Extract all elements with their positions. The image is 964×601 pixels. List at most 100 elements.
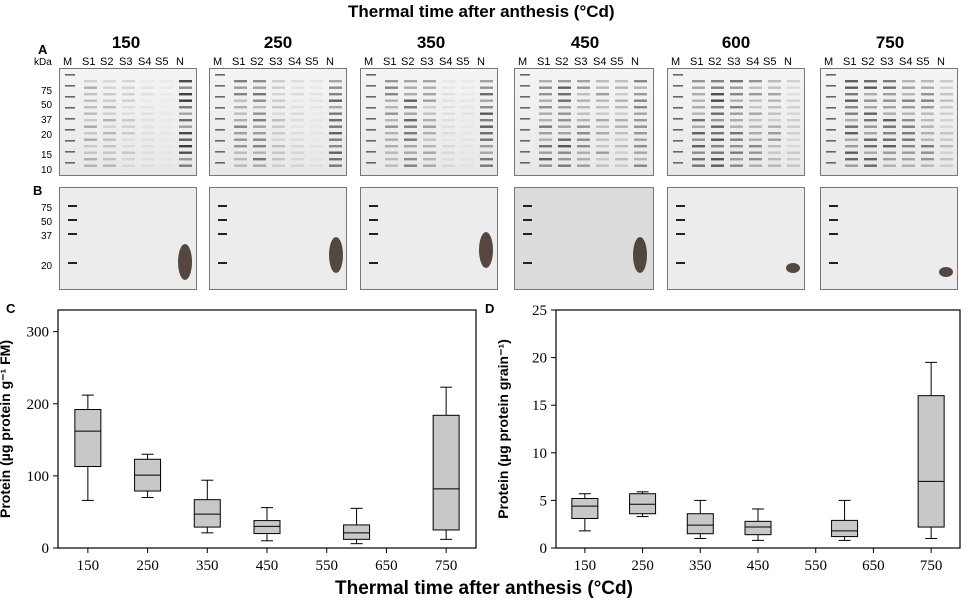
protein-band	[141, 165, 154, 167]
marker-band	[65, 107, 75, 109]
protein-band	[461, 165, 474, 167]
blot-marker-band	[829, 233, 838, 235]
protein-band	[103, 145, 116, 147]
blot-marker-band	[218, 233, 227, 235]
protein-band	[577, 80, 590, 82]
protein-band	[902, 145, 915, 147]
protein-band	[711, 80, 724, 82]
protein-band	[423, 87, 436, 89]
protein-band	[272, 152, 285, 154]
protein-band	[480, 145, 493, 147]
protein-band	[730, 132, 743, 134]
protein-band	[749, 132, 762, 134]
protein-band	[329, 126, 342, 128]
protein-band	[291, 139, 304, 141]
box-iqr	[572, 498, 598, 518]
protein-band	[615, 152, 628, 154]
protein-band	[423, 145, 436, 147]
protein-band	[921, 106, 934, 108]
protein-band	[329, 145, 342, 147]
protein-band	[558, 139, 571, 141]
box-plot-c: 0100200300150 250 350 450 550 650 750Protein (…	[0, 300, 480, 600]
protein-band	[103, 139, 116, 141]
gel-bands-350	[366, 74, 493, 264]
box-250	[135, 454, 161, 497]
protein-band	[730, 113, 743, 115]
protein-band	[883, 152, 896, 154]
protein-band	[253, 80, 266, 82]
protein-band	[461, 119, 474, 121]
protein-band	[272, 93, 285, 95]
protein-band	[423, 93, 436, 95]
protein-band	[902, 93, 915, 95]
protein-band	[84, 80, 97, 82]
protein-band	[480, 132, 493, 134]
protein-band	[310, 87, 323, 89]
protein-band	[84, 132, 97, 134]
protein-band	[272, 80, 285, 82]
blot-marker-band	[369, 219, 378, 221]
protein-band	[480, 87, 493, 89]
protein-band	[902, 132, 915, 134]
protein-band	[329, 100, 342, 102]
protein-band	[103, 106, 116, 108]
marker-band	[673, 151, 683, 153]
protein-band	[634, 139, 647, 141]
blot-signal	[479, 232, 493, 268]
protein-band	[539, 132, 552, 134]
blot-marker-band	[676, 205, 685, 207]
protein-band	[122, 158, 135, 160]
protein-band	[787, 158, 800, 160]
blot-marker-band	[68, 233, 77, 235]
protein-band	[160, 158, 173, 160]
protein-band	[160, 165, 173, 167]
protein-band	[385, 106, 398, 108]
protein-band	[558, 145, 571, 147]
protein-band	[883, 87, 896, 89]
y-tick-label: 25	[532, 303, 547, 319]
protein-band	[883, 145, 896, 147]
protein-band	[711, 139, 724, 141]
protein-band	[539, 100, 552, 102]
protein-band	[596, 100, 609, 102]
gel-bands-600	[673, 74, 800, 264]
box-iqr	[832, 520, 858, 536]
protein-band	[253, 126, 266, 128]
protein-band	[442, 80, 455, 82]
protein-band	[179, 93, 192, 95]
protein-band	[404, 80, 417, 82]
protein-band	[385, 152, 398, 154]
protein-band	[577, 139, 590, 141]
protein-band	[692, 100, 705, 102]
protein-band	[291, 165, 304, 167]
protein-band	[787, 93, 800, 95]
protein-band	[160, 139, 173, 141]
protein-band	[423, 165, 436, 167]
protein-band	[253, 132, 266, 134]
y-tick-label: 100	[27, 469, 50, 485]
protein-band	[539, 139, 552, 141]
protein-band	[615, 106, 628, 108]
blot-marker-band	[523, 205, 532, 207]
marker-band	[366, 107, 376, 109]
protein-band	[539, 145, 552, 147]
protein-band	[539, 126, 552, 128]
marker-band	[826, 129, 836, 131]
protein-band	[883, 158, 896, 160]
protein-band	[179, 152, 192, 154]
marker-band	[520, 162, 530, 164]
protein-band	[692, 80, 705, 82]
box-250	[630, 492, 656, 517]
protein-band	[845, 158, 858, 160]
protein-band	[940, 80, 953, 82]
protein-band	[615, 126, 628, 128]
protein-band	[122, 113, 135, 115]
protein-band	[692, 139, 705, 141]
protein-band	[787, 113, 800, 115]
protein-band	[84, 119, 97, 121]
protein-band	[310, 165, 323, 167]
protein-band	[711, 126, 724, 128]
protein-band	[768, 93, 781, 95]
protein-band	[845, 100, 858, 102]
protein-band	[539, 158, 552, 160]
